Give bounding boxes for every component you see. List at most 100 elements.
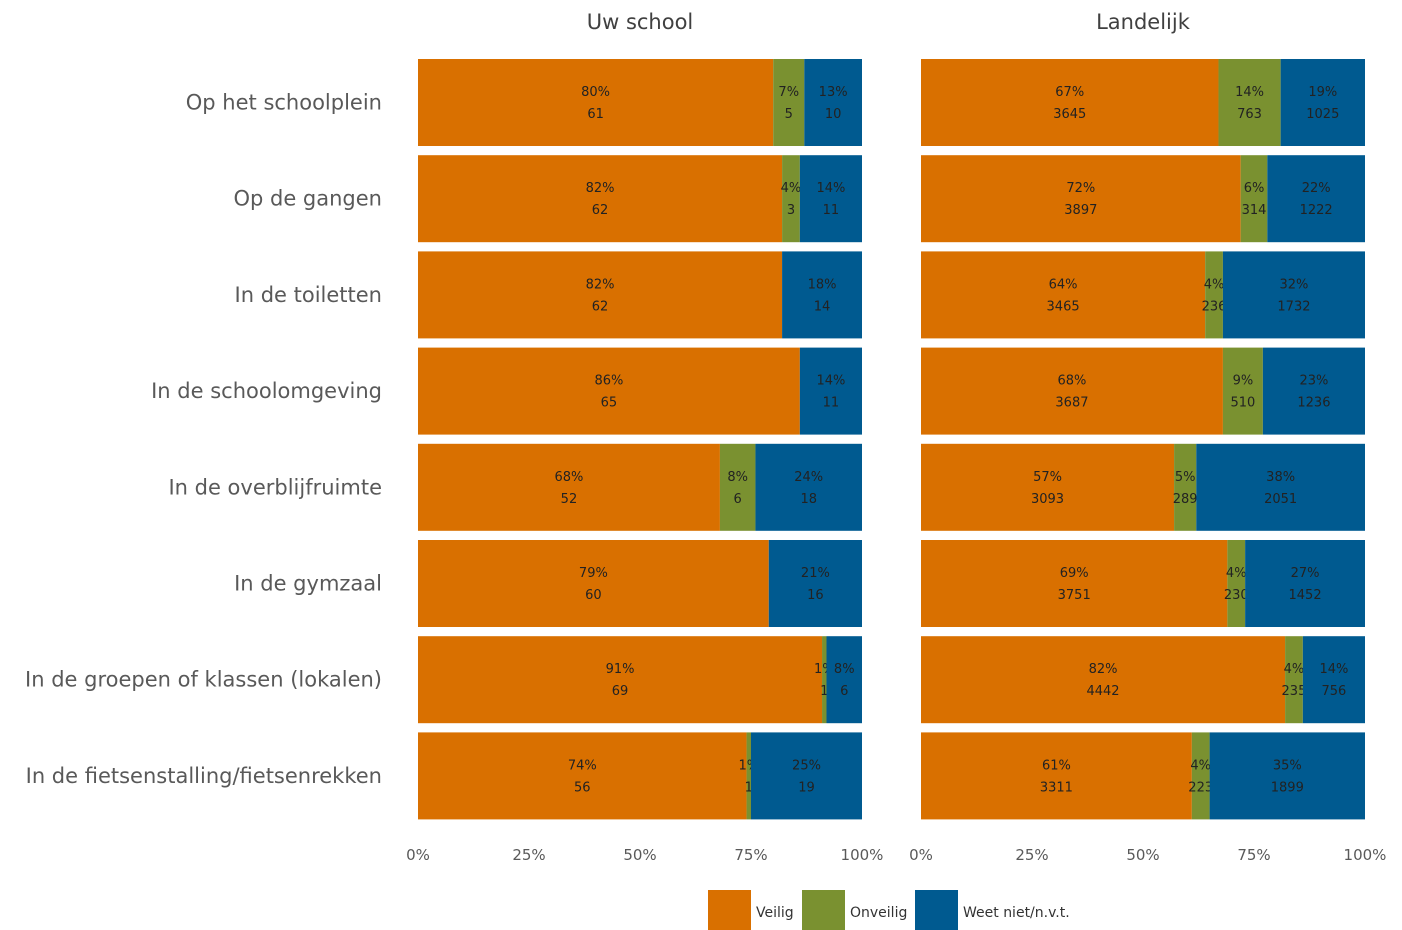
data-label-percent-uw-school-weet-niet-n-v-t-7: 8% [834,662,855,677]
data-label-count-landelijk-onveilig-2: 314 [1242,203,1267,218]
x-tick-landelijk-2: 50% [1126,846,1159,864]
data-label-percent-uw-school-onveilig-2: 4% [781,181,802,196]
bar-uw-school-weet-niet-n-v-t-8 [751,732,862,819]
bar-uw-school-veilig-5 [418,444,720,531]
data-label-count-landelijk-weet-niet-n-v-t-8: 1899 [1271,780,1304,795]
data-label-count-landelijk-weet-niet-n-v-t-6: 1452 [1289,588,1322,603]
bar-landelijk-weet-niet-n-v-t-4 [1263,348,1365,435]
data-label-percent-landelijk-onveilig-5: 5% [1175,470,1196,485]
x-tick-landelijk-0: 0% [909,846,933,864]
category-label-in-de-groepen-of-klassen-lokalen: In de groepen of klassen (lokalen) [25,668,382,692]
bar-uw-school-onveilig-8 [747,732,751,819]
data-label-percent-landelijk-veilig-4: 68% [1058,374,1087,389]
data-label-percent-uw-school-veilig-4: 86% [594,374,623,389]
x-tick-uw-school-1: 25% [512,846,545,864]
legend-swatch-onveilig [802,890,845,930]
x-tick-uw-school-2: 50% [623,846,656,864]
bar-landelijk-veilig-3 [921,251,1205,338]
data-label-count-uw-school-weet-niet-n-v-t-1: 10 [825,107,842,122]
data-label-count-uw-school-veilig-8: 56 [574,780,591,795]
bar-landelijk-weet-niet-n-v-t-2 [1267,155,1365,242]
data-label-percent-landelijk-onveilig-7: 4% [1284,662,1305,677]
bar-landelijk-veilig-6 [921,540,1227,627]
bar-landelijk-weet-niet-n-v-t-5 [1196,444,1365,531]
data-label-percent-uw-school-weet-niet-n-v-t-8: 25% [792,758,821,773]
data-label-percent-uw-school-veilig-6: 79% [579,566,608,581]
data-label-percent-landelijk-weet-niet-n-v-t-8: 35% [1273,758,1302,773]
data-label-percent-landelijk-onveilig-8: 4% [1190,758,1211,773]
x-tick-uw-school-0: 0% [406,846,430,864]
bar-uw-school-onveilig-7 [822,636,826,723]
category-label-in-de-fietsenstalling-fietsenrekken: In de fietsenstalling/fietsenrekken [26,764,382,788]
data-label-count-uw-school-weet-niet-n-v-t-3: 14 [814,299,831,314]
data-label-percent-landelijk-veilig-6: 69% [1060,566,1089,581]
bar-landelijk-onveilig-8 [1192,732,1210,819]
bar-landelijk-veilig-2 [921,155,1241,242]
data-label-percent-landelijk-onveilig-6: 4% [1226,566,1247,581]
legend: Veilig Onveilig Weet niet/n.v.t. [708,890,1070,930]
bar-landelijk-veilig-5 [921,444,1174,531]
bar-uw-school-veilig-1 [418,59,773,146]
data-label-count-landelijk-onveilig-5: 289 [1173,492,1198,507]
bar-uw-school-onveilig-2 [782,155,800,242]
data-label-count-uw-school-onveilig-1: 5 [785,107,793,122]
bar-landelijk-veilig-8 [921,732,1192,819]
panel-titles: Uw school Landelijk [587,10,1191,34]
bar-uw-school-weet-niet-n-v-t-5 [755,444,862,531]
data-label-percent-landelijk-onveilig-2: 6% [1244,181,1265,196]
category-label-op-het-schoolplein: Op het schoolplein [186,91,382,115]
x-tick-landelijk-4: 100% [1344,846,1387,864]
bar-uw-school-onveilig-1 [773,59,804,146]
bar-uw-school-weet-niet-n-v-t-6 [769,540,862,627]
data-label-count-landelijk-onveilig-7: 235 [1282,684,1307,699]
data-label-count-uw-school-veilig-6: 60 [585,588,602,603]
category-label-in-de-toiletten: In de toiletten [235,283,382,307]
data-label-percent-landelijk-weet-niet-n-v-t-5: 38% [1266,470,1295,485]
data-label-percent-landelijk-weet-niet-n-v-t-7: 14% [1319,662,1348,677]
data-label-percent-landelijk-veilig-1: 67% [1055,85,1084,100]
data-label-percent-landelijk-veilig-3: 64% [1049,277,1078,292]
data-label-count-uw-school-weet-niet-n-v-t-7: 6 [840,684,848,699]
bar-landelijk-veilig-4 [921,348,1223,435]
data-label-percent-uw-school-weet-niet-n-v-t-4: 14% [816,374,845,389]
data-label-count-landelijk-weet-niet-n-v-t-7: 756 [1322,684,1347,699]
bar-landelijk-weet-niet-n-v-t-3 [1223,251,1365,338]
x-tick-uw-school-4: 100% [841,846,884,864]
x-tick-landelijk-1: 25% [1015,846,1048,864]
data-label-count-uw-school-weet-niet-n-v-t-8: 19 [798,780,815,795]
bar-landelijk-onveilig-6 [1227,540,1245,627]
legend-swatch-weet-niet [915,890,958,930]
data-label-percent-uw-school-weet-niet-n-v-t-1: 13% [819,85,848,100]
bar-landelijk-veilig-7 [921,636,1285,723]
data-label-count-uw-school-onveilig-2: 3 [787,203,795,218]
data-label-count-landelijk-veilig-8: 3311 [1040,780,1073,795]
data-label-count-landelijk-weet-niet-n-v-t-5: 2051 [1264,492,1297,507]
data-label-percent-uw-school-onveilig-1: 7% [778,85,799,100]
data-label-count-landelijk-weet-niet-n-v-t-1: 1025 [1306,107,1339,122]
data-label-count-uw-school-veilig-5: 52 [561,492,578,507]
data-label-count-landelijk-weet-niet-n-v-t-4: 1236 [1297,396,1330,411]
data-label-percent-uw-school-veilig-2: 82% [586,181,615,196]
bar-landelijk-onveilig-7 [1285,636,1303,723]
bar-landelijk-veilig-1 [921,59,1218,146]
data-label-count-landelijk-veilig-5: 3093 [1031,492,1064,507]
panel-title-landelijk: Landelijk [1096,10,1191,34]
data-label-percent-uw-school-onveilig-5: 8% [727,470,748,485]
data-label-percent-landelijk-weet-niet-n-v-t-2: 22% [1302,181,1331,196]
data-label-percent-uw-school-veilig-1: 80% [581,85,610,100]
legend-label-onveilig: Onveilig [850,905,907,921]
data-label-count-landelijk-onveilig-3: 236 [1202,299,1227,314]
bar-uw-school-weet-niet-n-v-t-3 [782,251,862,338]
data-label-count-uw-school-veilig-7: 69 [612,684,629,699]
legend-label-weet-niet: Weet niet/n.v.t. [963,905,1070,921]
data-label-count-uw-school-veilig-1: 61 [587,107,604,122]
category-label-in-de-gymzaal: In de gymzaal [234,572,382,596]
data-label-count-uw-school-weet-niet-n-v-t-4: 11 [823,396,840,411]
category-label-in-de-schoolomgeving: In de schoolomgeving [151,379,382,403]
bar-uw-school-veilig-7 [418,636,822,723]
bar-uw-school-veilig-4 [418,348,800,435]
data-label-count-uw-school-weet-niet-n-v-t-6: 16 [807,588,824,603]
bar-landelijk-onveilig-3 [1205,251,1223,338]
bar-landelijk-weet-niet-n-v-t-1 [1281,59,1365,146]
